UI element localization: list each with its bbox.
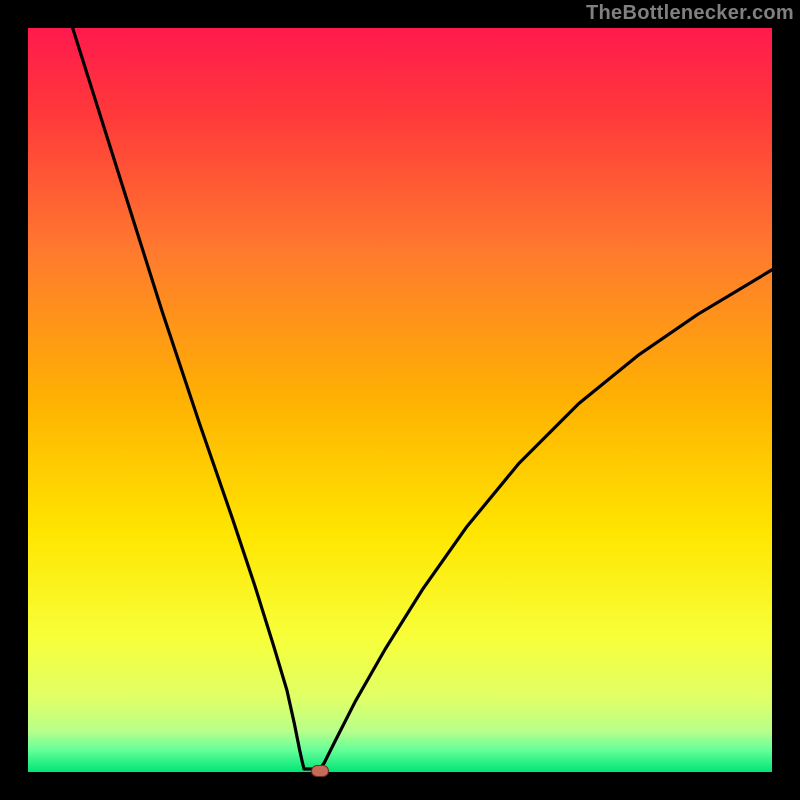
plot-background	[28, 28, 772, 772]
plot-frame-right	[772, 0, 800, 800]
plot-frame-left	[0, 0, 28, 800]
cusp-marker	[311, 765, 329, 777]
watermark-text: TheBottlenecker.com	[586, 2, 794, 25]
plot-frame-bottom	[0, 772, 800, 800]
